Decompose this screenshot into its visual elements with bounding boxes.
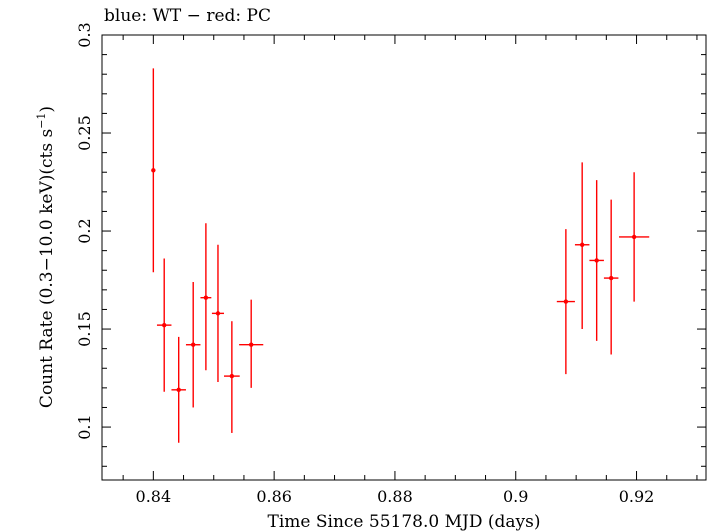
x-tick-label: 0.84: [136, 487, 172, 506]
x-axis-label: Time Since 55178.0 MJD (days): [268, 512, 541, 532]
point-marker: [579, 242, 585, 247]
data-point: [224, 321, 240, 433]
data-point: [589, 180, 604, 341]
y-axis-label-end: ): [37, 106, 57, 113]
x-tick-label: 0.86: [256, 487, 292, 506]
data-point: [619, 172, 650, 302]
y-tick-label: 0.1: [75, 414, 94, 439]
plot-frame: [101, 34, 707, 481]
point-marker: [176, 387, 181, 393]
y-axis-label-main: Count Rate (0.3−10.0 keV)(cts s: [37, 129, 57, 408]
data-point: [574, 162, 590, 330]
point-marker: [203, 295, 209, 300]
data-point: [211, 244, 225, 382]
x-tick-label: 0.92: [619, 487, 655, 506]
y-tick-label: 0.3: [75, 22, 94, 47]
data-point: [239, 299, 264, 388]
x-axis-ticks: 0.84 0.86 0.88 0.9 0.92: [122, 35, 698, 506]
x-tick-label: 0.9: [503, 487, 528, 506]
data-point: [603, 199, 619, 355]
data-points: [151, 68, 650, 443]
point-marker: [151, 168, 156, 173]
data-point: [171, 336, 186, 443]
point-marker: [563, 299, 569, 304]
point-marker: [229, 373, 235, 379]
data-point: [156, 258, 172, 392]
y-axis-ticks: 0.1 0.15 0.2 0.25 0.3: [75, 22, 706, 467]
chart-title: blue: WT − red: PC: [104, 6, 271, 26]
point-marker: [162, 322, 167, 328]
y-tick-label: 0.25: [75, 115, 94, 151]
y-tick-label: 0.15: [75, 311, 94, 347]
data-point: [151, 68, 156, 273]
point-marker: [608, 275, 614, 281]
point-marker: [248, 342, 254, 347]
data-point: [200, 223, 212, 371]
x-tick-label: 0.88: [377, 487, 413, 506]
y-axis-label: Count Rate (0.3−10.0 keV)(cts s−1): [35, 106, 57, 408]
data-point: [185, 282, 201, 408]
point-marker: [631, 234, 637, 240]
point-marker: [594, 258, 599, 263]
data-point: [556, 229, 575, 375]
y-axis-label-superscript: −1: [35, 113, 48, 129]
point-marker: [191, 342, 196, 347]
y-tick-label: 0.2: [75, 218, 94, 243]
point-marker: [215, 311, 221, 316]
